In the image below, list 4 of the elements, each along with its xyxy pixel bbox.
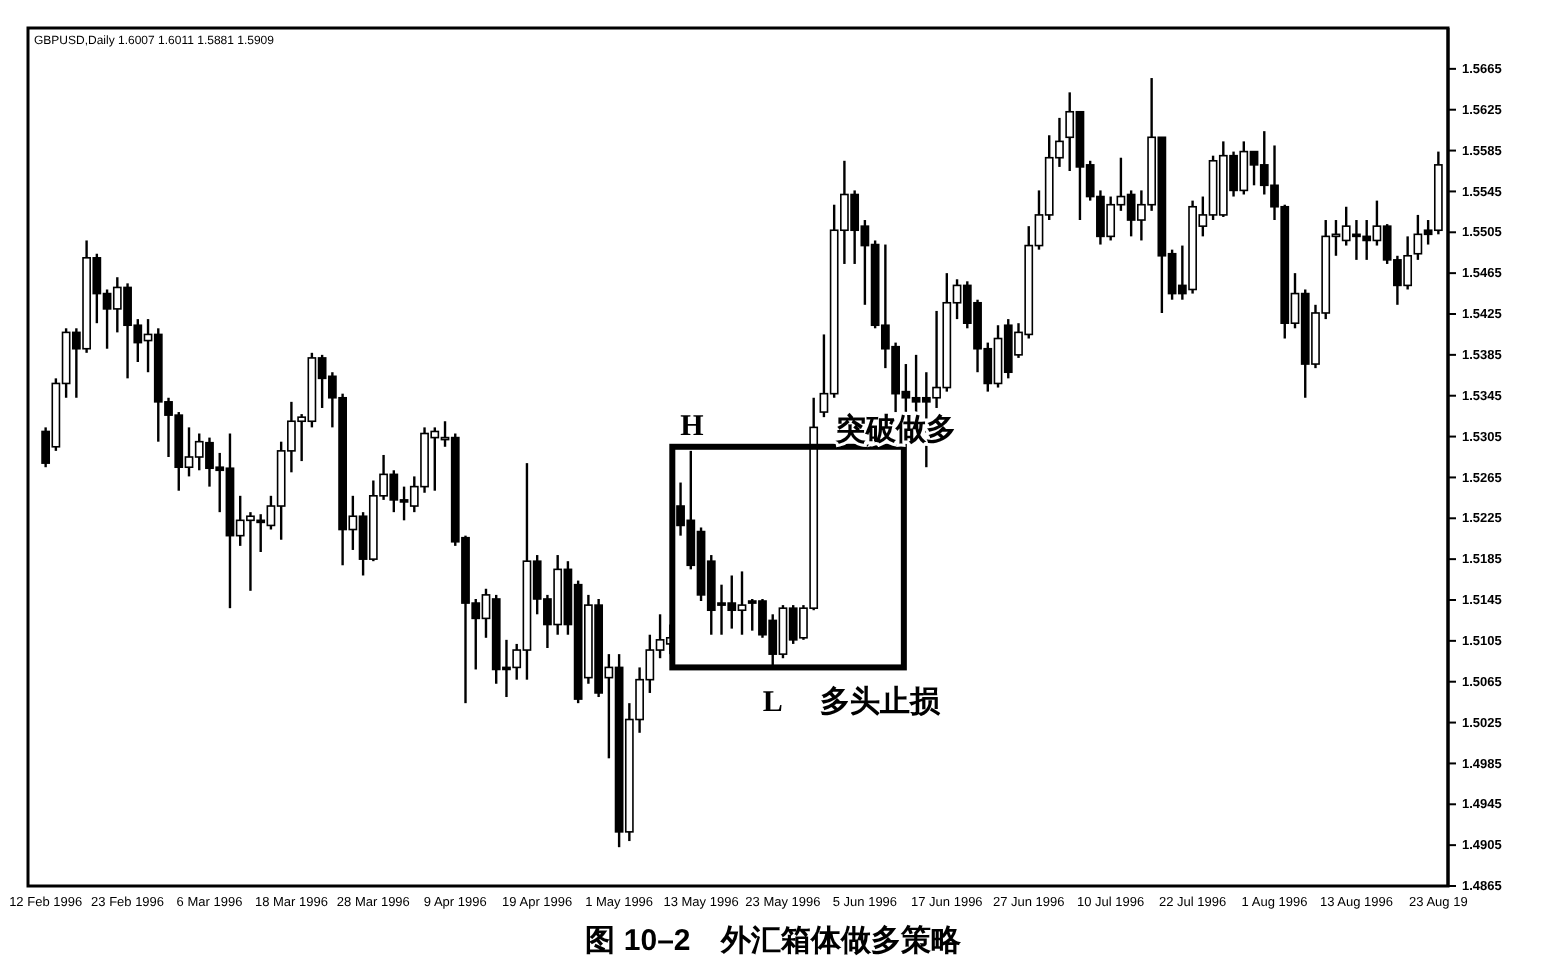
- text: 图 10–2 外汇箱体做多策略: [585, 924, 963, 958]
- annotation: 多头止损: [819, 685, 942, 720]
- annotation: L: [762, 687, 783, 720]
- annotation: H: [680, 410, 705, 443]
